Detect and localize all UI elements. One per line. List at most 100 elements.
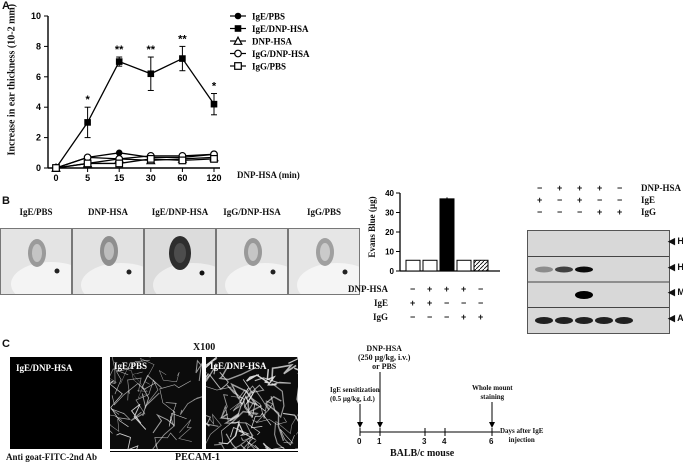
vessel	[271, 363, 297, 381]
vessel	[158, 369, 180, 383]
band-hdac3	[575, 266, 593, 273]
vessel	[229, 426, 256, 441]
vessel	[229, 395, 243, 411]
bar-4	[456, 259, 472, 272]
vessel	[266, 369, 277, 386]
vessel	[275, 413, 298, 435]
balbc-mouse-label: BALB/c mouse	[390, 448, 455, 459]
vessel	[165, 402, 187, 427]
photo-label-2: DNP-HSA	[88, 207, 128, 217]
vessel	[220, 394, 229, 421]
xtick-label-a: 60	[177, 173, 187, 183]
legend-label: DNP-HSA	[252, 37, 292, 47]
treatment-mark: −	[444, 298, 450, 308]
wb-mark: −	[537, 183, 543, 193]
ytick-label-a: 6	[36, 72, 41, 82]
series-line-3	[55, 153, 215, 169]
whole-mount-label: Whole mount staining	[472, 384, 513, 401]
wb-mark: −	[617, 195, 623, 205]
vessel	[206, 371, 229, 390]
vessel	[270, 382, 285, 419]
wb-mark: +	[537, 195, 543, 205]
xtick-label-a: 30	[146, 173, 156, 183]
micro-label-3: IgE/DNP-HSA	[210, 361, 267, 371]
ytick-label-a: 0	[36, 163, 41, 173]
vessel	[110, 380, 129, 428]
wb-mark: −	[537, 207, 543, 217]
vessel	[246, 440, 260, 449]
treatment-mark: −	[427, 312, 433, 322]
bar-2	[422, 259, 438, 272]
western-blot	[527, 230, 670, 334]
vessel-network-2	[206, 357, 298, 449]
vessel	[251, 417, 287, 425]
vessel	[230, 405, 262, 424]
wb-mark: +	[577, 183, 583, 193]
vessel	[221, 422, 261, 443]
vessel	[206, 415, 219, 427]
wb-mark: −	[577, 207, 583, 217]
treatment-mark: −	[444, 312, 450, 322]
vessel	[294, 367, 298, 404]
vessel	[130, 392, 160, 422]
legend-a-markers: IgE/PBS IgE/DNP-HSA DNP-HSA IgG/DNP-HSA IgG/…	[230, 12, 310, 72]
caption-pecam: PECAM-1	[175, 452, 220, 463]
micro-image-control: IgE/DNP-HSA	[10, 357, 102, 449]
data-point	[147, 70, 155, 78]
vessel	[110, 414, 123, 432]
wb-mark: +	[597, 183, 603, 193]
panel-c-letter: C	[2, 338, 10, 350]
ytick-label-b: 0	[390, 267, 395, 276]
vessel	[264, 395, 285, 442]
wb-row-label: DNP-HSA	[641, 183, 681, 193]
wb-mark: +	[577, 195, 583, 205]
panel-a-letter: A	[2, 0, 10, 12]
evans-blue-chart: 0 10 20 30 40	[385, 189, 500, 276]
xtick-label-a: 120	[206, 173, 221, 183]
mouse-ear-photo-3	[144, 228, 216, 295]
treatment-row-label: IgG	[372, 312, 388, 322]
treatment-mark: +	[444, 284, 450, 294]
vessel	[132, 371, 146, 399]
vessel	[152, 416, 175, 449]
treatment-mark: −	[410, 312, 416, 322]
legend-label: IgE/DNP-HSA	[252, 24, 309, 34]
treatment-mark: +	[427, 284, 433, 294]
ytick-label-b: 40	[385, 189, 394, 198]
legend-marker	[234, 49, 242, 58]
series-line-4	[55, 158, 215, 169]
vessel	[219, 412, 240, 422]
vessel	[225, 433, 238, 449]
vessel	[206, 357, 218, 369]
vessel	[206, 363, 217, 382]
ytick-label-a: 2	[36, 133, 41, 143]
photo-label-5: IgG/PBS	[306, 207, 341, 217]
legend-a: IgE/PBS IgE/DNP-HSA DNP-HSA IgG/DNP-HSA IgG/…	[228, 10, 358, 87]
micro-image-ige-dnp: IgE/DNP-HSA	[206, 357, 298, 449]
vessel	[283, 412, 298, 422]
vessel	[114, 359, 150, 395]
vessel	[154, 432, 177, 449]
vessel	[279, 429, 295, 446]
tick-day-4: 4	[442, 437, 447, 446]
vessel	[159, 380, 191, 413]
legend-label: IgE/PBS	[252, 12, 285, 22]
vessel	[127, 377, 142, 401]
wb-row-label: IgE	[641, 195, 656, 205]
band-hdac3	[535, 266, 553, 273]
vessel	[242, 379, 266, 418]
caption-secondary-ab: Anti goat-FITC-2nd Ab	[6, 452, 98, 462]
treatment-mark: −	[461, 298, 467, 308]
micro-label-1: IgE/DNP-HSA	[16, 363, 73, 373]
vessel-network-1	[110, 357, 202, 449]
data-point	[115, 159, 124, 168]
photo-label-3: IgE/DNP-HSA	[151, 207, 209, 217]
wb-band-label: ◀ HDAC3	[668, 261, 683, 272]
data-point	[115, 58, 123, 65]
legend-marker	[233, 35, 243, 45]
wb-mark: −	[597, 195, 603, 205]
vessel	[120, 369, 148, 392]
data-point	[210, 100, 218, 108]
legend-marker	[234, 25, 242, 32]
